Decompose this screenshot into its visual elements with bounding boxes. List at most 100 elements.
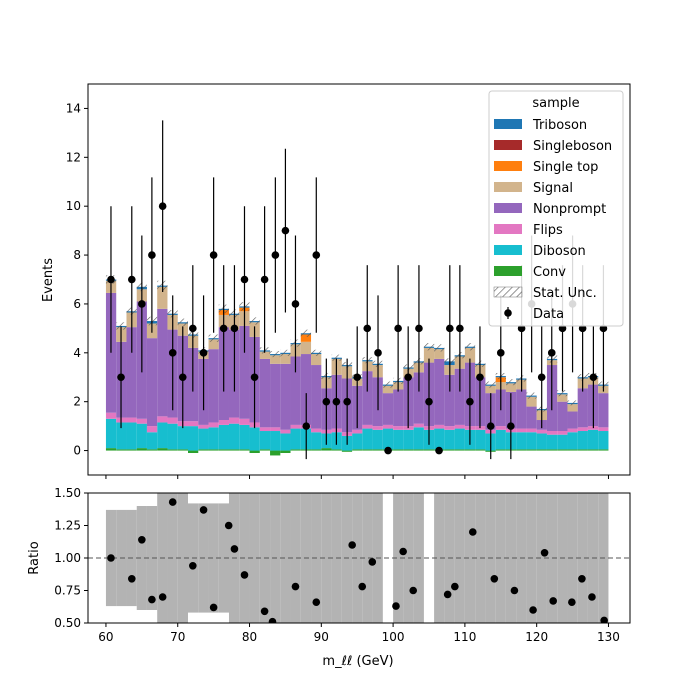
x-tick-label: 90 xyxy=(314,630,329,644)
bar-flips xyxy=(372,426,383,430)
bar-diboson xyxy=(536,433,547,450)
ratio-band-bin xyxy=(177,493,189,623)
bar-conv xyxy=(228,449,240,451)
bar-conv xyxy=(557,449,568,451)
bar-nonprompt xyxy=(270,363,281,428)
x-tick-label: 120 xyxy=(525,630,548,644)
main-axes-frame xyxy=(87,83,631,476)
bar-nonprompt xyxy=(239,325,250,419)
data-point xyxy=(302,422,311,430)
bar-diboson xyxy=(198,428,209,450)
data-point xyxy=(117,373,125,382)
bar-nonprompt xyxy=(413,372,424,424)
main-x-ticks xyxy=(105,475,609,479)
bar-flips xyxy=(280,429,291,434)
bar-flips xyxy=(228,417,240,424)
bar-nonprompt xyxy=(557,401,568,432)
bar-conv xyxy=(362,449,373,451)
legend-label: Singleboson xyxy=(533,139,612,154)
bar-diboson xyxy=(157,422,168,449)
ratio-band-bin xyxy=(290,493,301,623)
ratio-x-ticks: 60 70 80 90 100 110 120 130 xyxy=(98,623,620,644)
bar-nonprompt xyxy=(598,393,609,428)
y-tick-label: 2 xyxy=(73,395,81,409)
ratio-point xyxy=(230,545,239,553)
stat-unc-band xyxy=(249,317,260,325)
legend-swatch xyxy=(494,182,522,192)
bar-conv xyxy=(157,448,168,451)
data-point xyxy=(107,275,115,284)
ratio-band-bin xyxy=(208,503,219,613)
stat-unc-band xyxy=(382,381,394,388)
ratio-point xyxy=(312,598,321,606)
bar-diboson xyxy=(382,428,394,450)
bar-signal xyxy=(567,404,578,412)
stat-unc-band xyxy=(280,349,291,356)
ratio-band-bin xyxy=(505,493,517,623)
bar-flips xyxy=(167,417,178,424)
bar-flips xyxy=(516,428,527,433)
bar-diboson xyxy=(218,424,229,450)
x-tick-label: 130 xyxy=(597,630,620,644)
data-point xyxy=(476,373,484,382)
stat-unc-band xyxy=(311,349,322,356)
ratio-point xyxy=(529,606,537,614)
data-point xyxy=(537,373,546,382)
bar-diboson xyxy=(413,427,424,450)
data-point xyxy=(343,397,351,406)
bar-nonprompt xyxy=(434,358,445,425)
ratio-point xyxy=(451,582,459,591)
bar-diboson xyxy=(362,428,373,450)
data-point xyxy=(486,422,495,430)
bar-diboson xyxy=(352,433,363,450)
bar-signal xyxy=(157,286,168,309)
bar-diboson xyxy=(280,433,291,451)
bar-flips xyxy=(352,429,363,434)
bar-signal xyxy=(300,341,312,355)
stat-unc-band xyxy=(434,344,445,352)
ratio-point xyxy=(209,603,218,612)
ratio-points xyxy=(107,498,608,623)
ratio-point xyxy=(199,506,208,514)
bar-conv xyxy=(259,449,271,451)
stat-unc-band xyxy=(464,343,476,351)
ratio-point xyxy=(510,586,519,595)
bar-diboson xyxy=(167,423,178,450)
bar-diboson xyxy=(116,422,127,450)
ratio-band-bin xyxy=(434,493,445,623)
bar-diboson xyxy=(146,432,158,450)
bar-diboson xyxy=(587,429,599,450)
bar-diboson xyxy=(188,426,199,451)
stat-unc-band xyxy=(423,343,435,351)
data-point xyxy=(322,397,331,406)
x-tick-label: 70 xyxy=(170,630,185,644)
main-y-ticks: 0 2 4 6 8 10 12 14 xyxy=(66,101,88,458)
bar-signal xyxy=(382,385,394,394)
data-point xyxy=(189,324,197,333)
ratio-y-axis-label: Ratio xyxy=(27,541,42,574)
ratio-point xyxy=(224,521,233,530)
bar-diboson xyxy=(454,428,465,450)
bar-conv xyxy=(495,449,506,451)
bar-conv xyxy=(249,450,260,454)
bar-nonprompt xyxy=(300,354,312,425)
stat-unc-band xyxy=(505,379,517,386)
bar-diboson xyxy=(526,432,537,450)
bar-diboson xyxy=(270,431,281,451)
legend-label: Data xyxy=(533,307,564,322)
data-point xyxy=(446,324,454,333)
bar-flips xyxy=(239,418,250,425)
legend-swatch xyxy=(494,140,522,150)
data-point xyxy=(158,202,167,210)
data-point xyxy=(281,226,290,235)
ratio-band-bin xyxy=(393,493,404,623)
bar-nonprompt xyxy=(516,389,527,429)
ratio-band-bin xyxy=(352,493,363,623)
bar-diboson xyxy=(311,432,322,450)
data-point xyxy=(353,373,362,382)
bar-diboson xyxy=(434,428,445,450)
bar-conv xyxy=(352,449,363,451)
ratio-y-tick-label: 0.75 xyxy=(54,584,81,598)
legend-swatch xyxy=(494,245,522,255)
data-point xyxy=(332,397,341,406)
